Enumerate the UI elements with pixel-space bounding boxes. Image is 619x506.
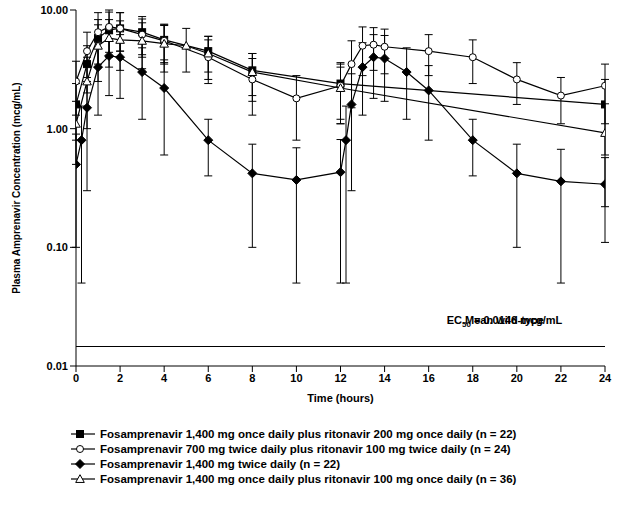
svg-text:18: 18 — [467, 372, 479, 384]
html-text:Fosamprenavir 700 mg twice dai: Fosamprenavir 700 mg twice daily plus ri… — [100, 443, 511, 455]
svg-text:16: 16 — [423, 372, 435, 384]
svg-text:14: 14 — [378, 372, 391, 384]
svg-text:22: 22 — [555, 372, 567, 384]
svg-text:24: 24 — [599, 372, 611, 384]
svg-text:6: 6 — [205, 372, 211, 384]
svg-text:0: 0 — [73, 372, 79, 384]
html-text:Fosamprenavir 1,400 mg once da: Fosamprenavir 1,400 mg once daily plus r… — [100, 428, 517, 440]
svg-text:4: 4 — [161, 372, 168, 384]
svg-text:0.10: 0.10 — [47, 241, 68, 253]
html-text:Fosamprenavir 1,400 mg once da: Fosamprenavir 1,400 mg once daily plus r… — [100, 473, 517, 485]
svg-text:10.00: 10.00 — [40, 4, 68, 16]
svg-text:20: 20 — [511, 372, 523, 384]
svg-text:1.00: 1.00 — [47, 123, 68, 135]
svg-text:8: 8 — [249, 372, 255, 384]
svg-text:Mean wild-typeEC50 = 0.0146 mc: Mean wild-typeEC50 = 0.0146 mcg/mL — [447, 314, 563, 329]
html-text:Fosamprenavir 1,400 mg twice d: Fosamprenavir 1,400 mg twice daily (n = … — [100, 458, 340, 470]
svg-text:Time (hours): Time (hours) — [307, 392, 374, 404]
svg-text:2: 2 — [117, 372, 123, 384]
svg-text:Plasma Amprenavir Concentratio: Plasma Amprenavir Concentration (mcg/mL) — [11, 82, 22, 293]
svg-text:0.01: 0.01 — [47, 360, 68, 372]
svg-text:12: 12 — [334, 372, 346, 384]
svg-text:10: 10 — [290, 372, 302, 384]
